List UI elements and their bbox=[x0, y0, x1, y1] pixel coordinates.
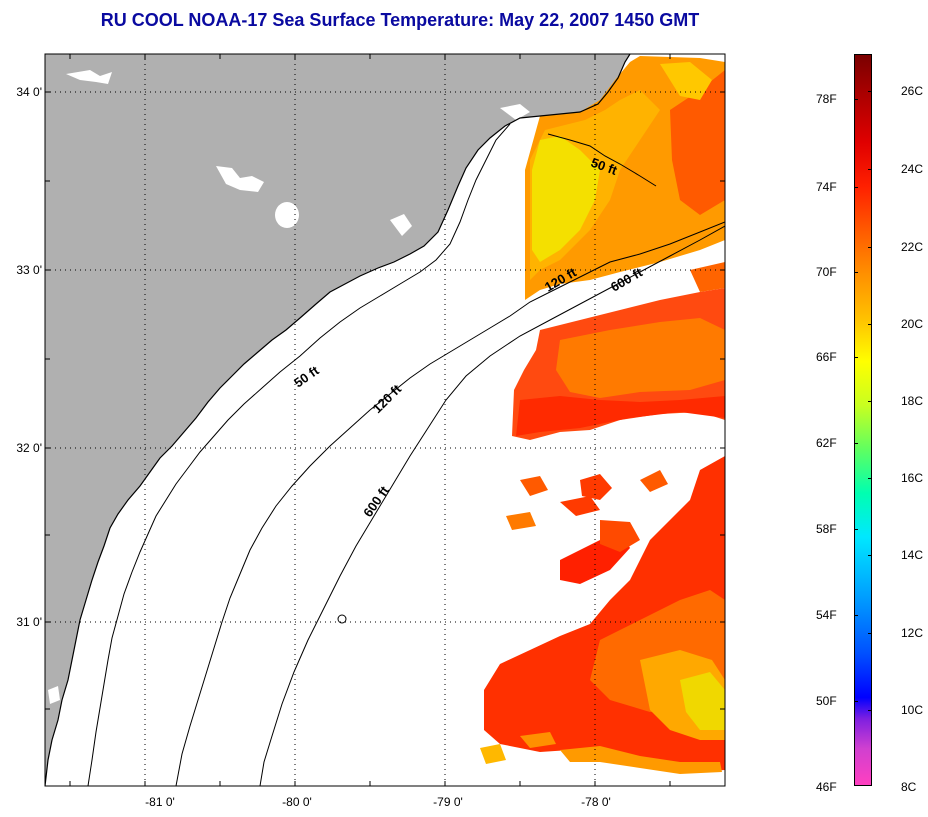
lat-label: 34 0' bbox=[16, 85, 42, 99]
colorbar-f-label: 62F bbox=[816, 436, 837, 450]
lon-label: -79 0' bbox=[433, 795, 463, 809]
sst-data bbox=[480, 56, 725, 774]
contour-50ft bbox=[87, 123, 657, 786]
lon-label: -78 0' bbox=[581, 795, 611, 809]
colorbar-tick bbox=[854, 187, 858, 188]
colorbar-c-label: 22C bbox=[901, 240, 924, 254]
colorbar-f-label: 54F bbox=[816, 608, 837, 622]
land-speck bbox=[500, 104, 530, 120]
land-speck bbox=[66, 70, 112, 84]
colorbar-f-label: 58F bbox=[816, 522, 837, 536]
colorbar-tick bbox=[854, 272, 858, 273]
colorbar-f-label: 66F bbox=[816, 350, 837, 364]
land-speck bbox=[275, 202, 299, 228]
colorbar-c-label: 14C bbox=[901, 548, 924, 562]
colorbar-f-label: 74F bbox=[816, 180, 837, 194]
colorbar-tick bbox=[868, 710, 872, 711]
land-mass bbox=[45, 54, 630, 786]
lon-label: -80 0' bbox=[282, 795, 312, 809]
grid bbox=[45, 54, 725, 786]
colorbar-c-label: 24C bbox=[901, 162, 924, 176]
colorbar-tick bbox=[868, 555, 872, 556]
colorbar-tick bbox=[854, 443, 858, 444]
colorbar-tick bbox=[868, 478, 872, 479]
land-speck bbox=[48, 686, 60, 704]
colorbar-tick bbox=[854, 615, 858, 616]
coastline bbox=[45, 54, 631, 786]
colorbar-c-label: 8C bbox=[901, 780, 917, 794]
colorbar-c-label: 10C bbox=[901, 703, 924, 717]
lon-label: -81 0' bbox=[145, 795, 175, 809]
colorbar-tick bbox=[868, 169, 872, 170]
land-speck bbox=[216, 166, 264, 192]
colorbar-tick bbox=[854, 357, 858, 358]
lat-label: 31 0' bbox=[16, 615, 42, 629]
colorbar-f-label: 78F bbox=[816, 92, 837, 106]
land-speck bbox=[390, 214, 412, 236]
colorbar-c-label: 12C bbox=[901, 626, 924, 640]
colorbar-c-label: 18C bbox=[901, 394, 924, 408]
colorbar-tick bbox=[868, 247, 872, 248]
seamount-marker bbox=[337, 614, 347, 624]
temperature-colorbar bbox=[854, 54, 872, 786]
lat-label: 33 0' bbox=[16, 263, 42, 277]
axis-ticks bbox=[45, 54, 725, 786]
map-border bbox=[44, 53, 726, 787]
colorbar-tick bbox=[868, 633, 872, 634]
colorbar-tick bbox=[868, 324, 872, 325]
colorbar-c-label: 16C bbox=[901, 471, 924, 485]
colorbar-tick bbox=[854, 99, 858, 100]
colorbar-tick bbox=[854, 529, 858, 530]
colorbar-c-label: 26C bbox=[901, 84, 924, 98]
colorbar-tick bbox=[868, 91, 872, 92]
colorbar-tick bbox=[854, 701, 858, 702]
colorbar-f-label: 70F bbox=[816, 265, 837, 279]
map-title: RU COOL NOAA-17 Sea Surface Temperature:… bbox=[100, 10, 700, 30]
lat-label: 32 0' bbox=[16, 441, 42, 455]
colorbar-tick bbox=[868, 401, 872, 402]
colorbar-f-label: 46F bbox=[816, 780, 837, 794]
colorbar-f-label: 50F bbox=[816, 694, 837, 708]
contour-600ft bbox=[259, 225, 725, 786]
contour-120ft bbox=[175, 221, 725, 786]
colorbar-c-label: 20C bbox=[901, 317, 924, 331]
